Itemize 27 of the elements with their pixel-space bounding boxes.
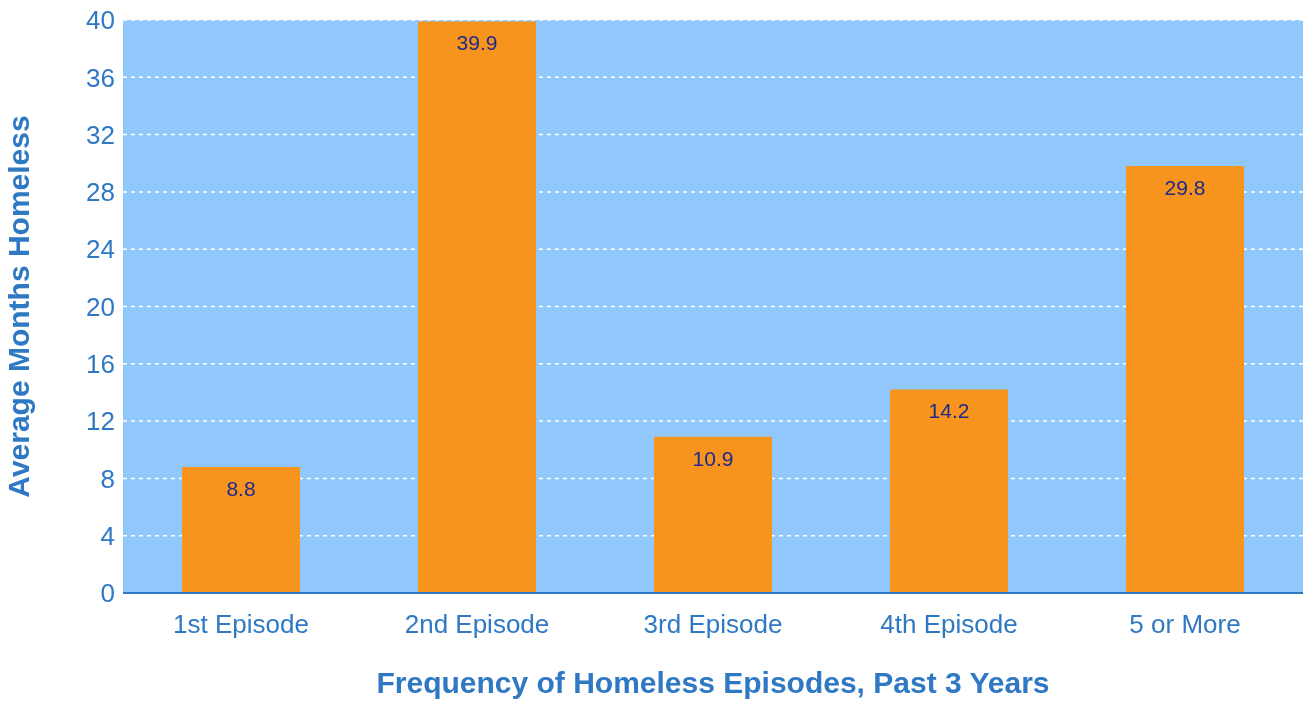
bar	[182, 466, 300, 593]
y-tick-label: 20	[86, 291, 115, 322]
bar	[890, 389, 1008, 593]
y-tick-label: 8	[100, 463, 115, 494]
bar	[654, 436, 772, 593]
bar	[1126, 166, 1244, 593]
y-tick-label: 4	[100, 520, 115, 551]
y-tick-label: 12	[86, 406, 115, 437]
data-label: 8.8	[226, 476, 256, 500]
y-tick-label: 40	[86, 5, 115, 36]
y-tick-label: 32	[86, 119, 115, 150]
y-tick-label: 16	[86, 349, 115, 380]
y-tick-label: 0	[100, 578, 115, 609]
data-label: 10.9	[692, 446, 734, 470]
bar	[418, 21, 536, 593]
y-tick-label: 28	[86, 177, 115, 208]
x-axis-title: Frequency of Homeless Episodes, Past 3 Years	[376, 666, 1050, 699]
y-tick-label: 36	[86, 62, 115, 93]
x-tick-label: 4th Episode	[880, 609, 1018, 640]
x-tick-label: 3rd Episode	[643, 609, 783, 640]
data-label: 39.9	[456, 31, 498, 55]
x-tick-label: 2nd Episode	[404, 609, 550, 640]
data-label: 29.8	[1164, 176, 1206, 200]
x-tick-label: 5 or More	[1129, 609, 1241, 640]
x-tick-label: 1st Episode	[173, 609, 309, 640]
data-label: 14.2	[928, 399, 970, 423]
y-tick-label: 24	[86, 234, 115, 265]
